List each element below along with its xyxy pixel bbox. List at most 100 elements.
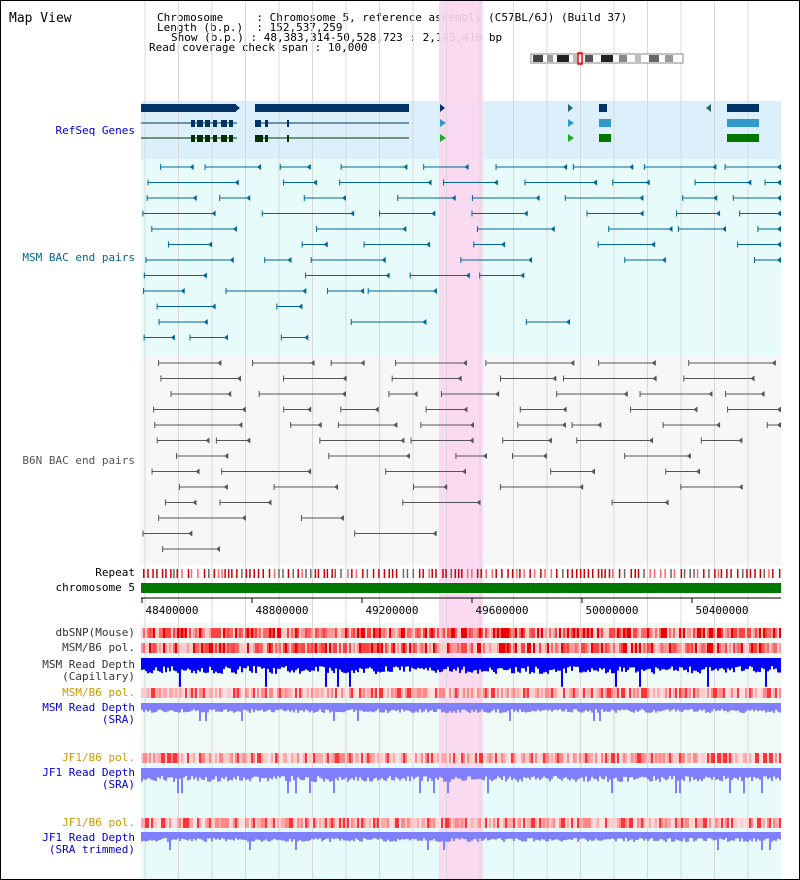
polymorphism-cell [321, 643, 323, 653]
read-depth-bar [727, 658, 729, 669]
repeat-element [406, 569, 409, 578]
read-depth-bar [633, 768, 635, 780]
b6n-bac-pair-end [591, 468, 596, 475]
read-depth-bar [225, 768, 227, 777]
read-depth-bar [485, 832, 487, 839]
read-depth-bar [737, 703, 739, 711]
msm-bac-pair-end [304, 334, 309, 341]
repeat-element [457, 569, 460, 578]
read-depth-bar [375, 658, 377, 674]
read-depth-bar [321, 658, 323, 667]
read-depth-bar [435, 768, 437, 779]
label-repeat: Repeat [95, 566, 135, 579]
read-depth-bar [509, 768, 511, 777]
chromosome-bar[interactable] [141, 583, 781, 593]
polymorphism-cell [749, 688, 751, 698]
polymorphism-cell [775, 753, 777, 763]
polymorphism-cell [183, 688, 185, 698]
polymorphism-cell [397, 753, 399, 763]
polymorphism-cell [189, 818, 191, 828]
chromosome-ideogram[interactable] [530, 52, 684, 65]
polymorphism-cell [719, 643, 721, 653]
polymorphism-cell [667, 753, 669, 763]
polymorphism-cell [277, 753, 279, 763]
polymorphism-cell [439, 753, 441, 763]
polymorphism-cell [751, 753, 753, 763]
repeat-element [544, 569, 546, 578]
polymorphism-cell [189, 753, 191, 763]
read-depth-bar [359, 768, 361, 778]
polymorphism-cell [721, 818, 723, 828]
b6n-bac-track[interactable] [142, 360, 781, 552]
read-depth-bar [233, 768, 235, 778]
polymorphism-cell [149, 818, 151, 828]
polymorphism-cell [577, 688, 579, 698]
polymorphism-cell [233, 753, 235, 763]
read-depth-bar [415, 768, 417, 778]
read-depth-bar [207, 703, 209, 713]
polymorphism-cell [181, 818, 183, 828]
read-depth-bar [339, 768, 341, 777]
read-depth-bar [305, 703, 307, 710]
polymorphism-cell [767, 818, 769, 828]
polymorphism-cell [451, 753, 453, 763]
polymorphism-cell [699, 628, 701, 638]
label-msm-bac[interactable]: MSM BAC end pairs [22, 251, 135, 264]
read-depth-bar [557, 832, 559, 840]
polymorphism-cell [575, 628, 577, 638]
read-depth-bar [463, 768, 465, 781]
polymorphism-cell [701, 643, 703, 653]
b6n-bac-pair-end [413, 391, 418, 397]
read-depth-bar [381, 768, 383, 779]
label-b6n-bac[interactable]: B6N BAC end pairs [22, 454, 135, 467]
label-refseq-genes[interactable]: RefSeq Genes [55, 124, 135, 137]
polymorphism-cell [707, 643, 709, 653]
read-depth-bar [199, 768, 201, 778]
polymorphism-cell [523, 753, 525, 763]
refseq-genes-track[interactable] [141, 104, 759, 142]
read-depth-bar [375, 832, 377, 839]
polymorphism-cell [745, 818, 747, 828]
read-depth-bar [481, 832, 483, 841]
read-depth-bar [607, 658, 609, 673]
polymorphism-cell [609, 818, 611, 828]
read-depth-bar [393, 703, 395, 710]
read-depth-bar [465, 703, 467, 711]
msm-bac-track[interactable] [142, 164, 781, 341]
polymorphism-cell [725, 818, 727, 828]
read-depth-bar [187, 832, 189, 841]
polymorphism-cell [603, 628, 605, 638]
polymorphism-cell [293, 628, 295, 638]
polymorphism-cell [685, 628, 687, 638]
polymorphism-cell [239, 688, 241, 698]
read-depth-bar [547, 832, 549, 842]
read-depth-bar [673, 658, 675, 671]
polymorphism-cell [553, 628, 555, 638]
repeat-element [236, 569, 238, 578]
repeat-track[interactable] [143, 569, 781, 578]
read-depth-bar [287, 703, 289, 710]
polymorphism-cell [161, 628, 163, 638]
read-depth-bar [563, 832, 565, 841]
read-depth-tracks[interactable] [141, 658, 781, 850]
repeat-element [562, 569, 564, 578]
polymorphism-cell [517, 688, 519, 698]
read-depth-bar [489, 703, 491, 713]
read-depth-bar [619, 768, 621, 782]
read-depth-bar [585, 658, 587, 673]
read-depth-bar [197, 768, 199, 781]
read-depth-bar [377, 703, 379, 710]
polymorphism-cell [255, 628, 257, 638]
polymorphism-cell [459, 753, 461, 763]
polymorphism-cell [669, 688, 671, 698]
polymorphism-cell [195, 753, 197, 763]
read-depth-bar [425, 658, 427, 669]
polymorphism-cell [251, 688, 253, 698]
polymorphism-cell [355, 753, 357, 763]
polymorphism-cell [329, 753, 331, 763]
polymorphism-tracks[interactable] [141, 628, 781, 828]
read-depth-bar [613, 703, 615, 711]
polymorphism-cell [243, 753, 245, 763]
polymorphism-cell [729, 818, 731, 828]
